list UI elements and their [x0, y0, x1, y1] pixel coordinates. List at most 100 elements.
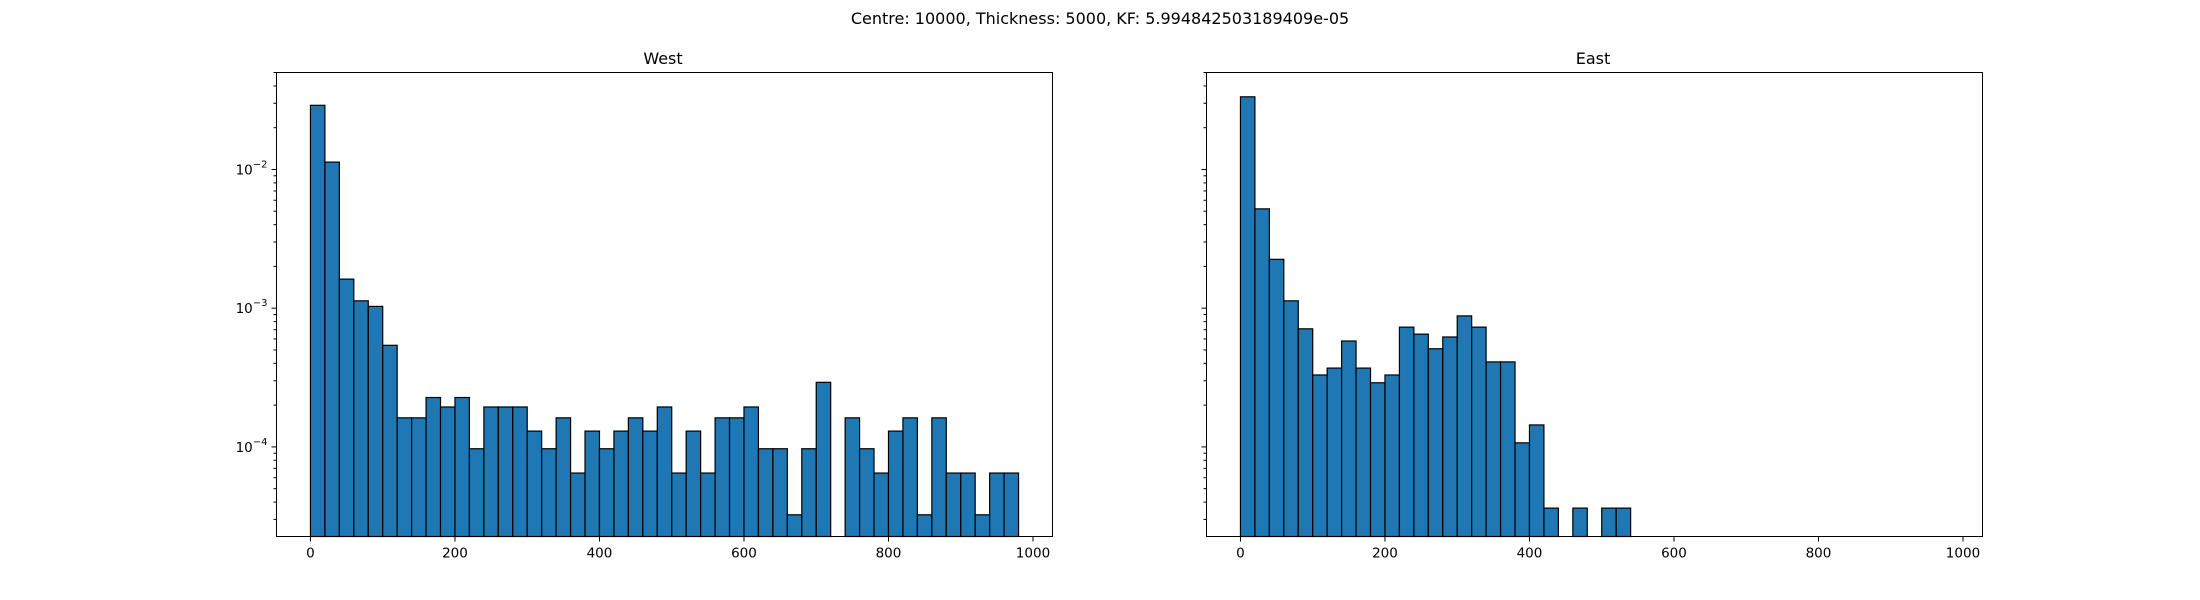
west-histogram-bar	[497, 406, 514, 538]
west-histogram-bar	[916, 514, 933, 538]
west-histogram-bar	[656, 406, 673, 538]
west-histogram-bar	[873, 472, 890, 538]
east-y-axis	[1201, 72, 1207, 520]
west-bars	[309, 104, 1020, 538]
west-histogram-bar	[757, 448, 774, 538]
west-histogram-bar	[396, 417, 413, 538]
east-x-tick-label: 0	[1236, 546, 1245, 562]
west-histogram-bar	[468, 448, 485, 538]
east-panel: East 0 200 400 600 800 1000	[1201, 49, 1983, 562]
west-histogram-bar	[338, 278, 355, 538]
east-histogram-bar	[1312, 374, 1328, 538]
west-histogram-bar	[714, 417, 731, 538]
west-histogram-bar	[642, 430, 658, 538]
east-histogram-bar	[1514, 442, 1531, 538]
east-histogram-bar	[1254, 208, 1270, 538]
west-histogram-bar	[786, 514, 803, 538]
west-histogram-bar	[367, 305, 384, 538]
west-histogram-bar	[512, 406, 528, 538]
east-histogram-bar	[1572, 507, 1588, 538]
west-histogram-bar	[555, 417, 572, 538]
east-x-tick-label: 600	[1661, 546, 1687, 562]
west-y-tick-label: 10−3	[236, 298, 268, 317]
east-histogram-bar	[1528, 424, 1545, 538]
east-bars	[1239, 96, 1632, 538]
east-histogram-bar	[1427, 348, 1444, 538]
west-histogram-bar	[425, 396, 442, 538]
west-x-tick-label: 1000	[1016, 546, 1050, 562]
west-y-tick-exponent: −3	[253, 298, 268, 309]
east-histogram-bar	[1369, 382, 1386, 538]
west-y-tick-base: 10	[236, 440, 253, 456]
figure-suptitle: Centre: 10000, Thickness: 5000, KF: 5.99…	[851, 9, 1349, 28]
west-x-tick-label: 600	[731, 546, 757, 562]
west-histogram-bar	[685, 430, 702, 538]
west-histogram-bar	[902, 417, 918, 538]
east-histogram-bar	[1297, 328, 1314, 538]
east-histogram-bar	[1384, 374, 1401, 538]
west-histogram-bar	[743, 406, 760, 538]
west-panel: West 0 200 400 600 800 1000 10−410−310−2	[236, 49, 1053, 562]
west-histogram-bar	[627, 417, 644, 538]
west-histogram-bar	[815, 381, 832, 538]
west-histogram-bar	[411, 417, 427, 538]
east-x-tick-label: 800	[1806, 546, 1832, 562]
east-histogram-bar	[1471, 326, 1487, 538]
west-histogram-bar	[989, 472, 1005, 538]
west-histogram-bar	[454, 396, 471, 538]
west-histogram-bar	[887, 430, 904, 538]
west-histogram-bar	[671, 472, 687, 538]
east-histogram-bar	[1485, 361, 1502, 538]
west-histogram-bar	[439, 406, 456, 538]
west-x-tick-label: 200	[442, 546, 468, 562]
east-histogram-bar	[1499, 361, 1516, 538]
west-y-tick-label: 10−4	[236, 437, 268, 456]
west-histogram-bar	[844, 417, 861, 538]
west-x-axis: 0 200 400 600 800 1000	[306, 536, 1050, 562]
east-histogram-bar	[1268, 258, 1285, 538]
east-histogram-bar	[1326, 367, 1343, 538]
east-histogram-bar	[1543, 507, 1559, 538]
west-histogram-bar	[772, 448, 788, 538]
west-histogram-bar	[541, 448, 557, 538]
east-histogram-bar	[1341, 340, 1357, 538]
west-plot-frame	[276, 72, 1053, 537]
west-histogram-bar	[483, 406, 499, 538]
east-x-tick-label: 400	[1517, 546, 1543, 562]
east-histogram-bar	[1456, 315, 1473, 538]
west-panel-title: West	[643, 49, 682, 68]
east-histogram-bar	[1615, 507, 1632, 538]
west-histogram-bar	[801, 448, 817, 538]
west-histogram-bar	[858, 448, 875, 538]
west-histogram-bar	[526, 430, 543, 538]
east-x-tick-label: 200	[1372, 546, 1398, 562]
east-histogram-bar	[1239, 96, 1256, 538]
east-histogram-bar	[1398, 326, 1415, 538]
west-y-tick-base: 10	[236, 162, 253, 178]
west-histogram-bar	[598, 448, 615, 538]
west-y-tick-base: 10	[236, 301, 253, 317]
east-x-tick-label: 1000	[1946, 546, 1980, 562]
west-histogram-bar	[324, 161, 340, 538]
west-y-axis: 10−410−310−2	[236, 72, 277, 520]
east-panel-title: East	[1576, 49, 1611, 68]
west-histogram-bar	[584, 430, 601, 538]
west-histogram-bar	[1003, 472, 1020, 538]
west-x-tick-label: 800	[876, 546, 902, 562]
west-histogram-bar	[700, 472, 716, 538]
east-histogram-bar	[1442, 336, 1458, 538]
west-histogram-bar	[974, 514, 991, 538]
west-histogram-bar	[960, 472, 976, 538]
west-histogram-bar	[613, 430, 629, 538]
east-histogram-bar	[1355, 367, 1372, 538]
west-histogram-bar	[931, 417, 947, 538]
east-histogram-bar	[1413, 333, 1429, 538]
west-histogram-bar	[382, 344, 398, 538]
west-histogram-bar	[728, 417, 745, 538]
west-y-tick-exponent: −4	[253, 437, 268, 448]
east-x-axis: 0 200 400 600 800 1000	[1236, 536, 1980, 562]
west-histogram-bar	[309, 104, 326, 538]
east-plot-frame	[1206, 72, 1983, 537]
west-histogram-bar	[945, 472, 962, 538]
